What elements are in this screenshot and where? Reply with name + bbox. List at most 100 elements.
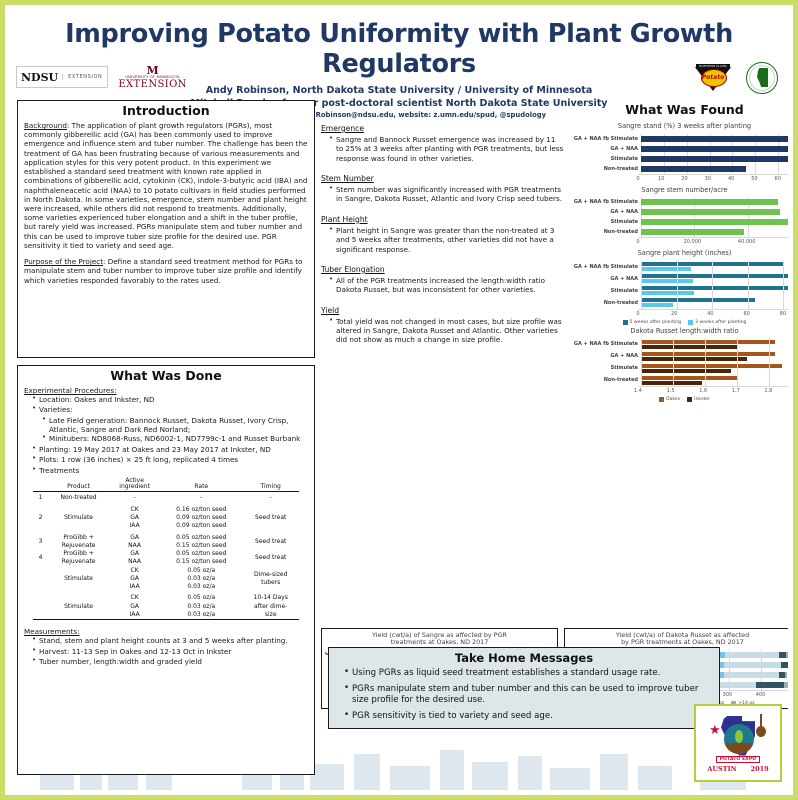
- author-line-1: Andy Robinson, North Dakota State Univer…: [205, 85, 593, 96]
- table-cell-num: 1: [38, 494, 43, 502]
- procedures-list: Location: Oakes and Inkster, ND Varietie…: [24, 394, 308, 415]
- list-item: PGRs manipulate stem and tuber number an…: [344, 683, 711, 706]
- table-cell-ai: CK GA IAA: [129, 594, 140, 618]
- legend-label: >14 oz: [738, 701, 754, 706]
- table-cell-product: Stimulate: [64, 602, 93, 610]
- gridline: [783, 296, 785, 309]
- potato-expo-logo: ★ POTATO EXPO AUSTIN 2019: [694, 704, 782, 782]
- chart-bar-cell: [641, 284, 788, 297]
- bar-segment: [724, 671, 780, 678]
- finding-heading: Stem Number: [321, 174, 374, 184]
- bar-segment: [724, 661, 781, 668]
- chart-plot-area: GA + NAA fb Stimulate GA + NAA Stimulate No…: [568, 197, 788, 238]
- chart-row: GA + NAA: [568, 207, 788, 218]
- chart-legend: 5 weeks after planting 3 weeks after plan…: [568, 319, 788, 325]
- legend-swatch: [622, 319, 628, 325]
- table-cell-rate: 0.05 oz/a 0.03 oz/a 0.03 oz/a: [187, 566, 216, 591]
- table-cell-rate: 0.16 oz/ton seed 0.09 oz/ton seed 0.09 oz/…: [176, 505, 227, 530]
- finding-heading: Tuber Elongation: [321, 264, 385, 274]
- table-cell-product: Non-treated: [60, 494, 97, 502]
- gridline: [673, 350, 674, 363]
- chart-category-label: Non-treated: [603, 377, 638, 384]
- gridline: [676, 260, 678, 273]
- left-column: Introduction Background: The application…: [17, 100, 315, 775]
- gridline: [673, 362, 674, 375]
- table-row: Stimulate CK GA IAA 0.05 oz/a 0.03 oz/a 0.03 o…: [33, 594, 300, 619]
- bar: [641, 219, 788, 226]
- list-item: Plant height in Sangre was greater than …: [329, 225, 564, 254]
- chart-category-label: Non-treated: [603, 299, 638, 306]
- background-text: : The application of plant growth regula…: [24, 121, 308, 250]
- gridline: [747, 296, 749, 309]
- chart-bar-cell: [641, 153, 788, 164]
- expo-year: 2019: [750, 764, 769, 773]
- chart-row: Stimulate: [568, 284, 788, 297]
- table-cell-timing: 10-14 Days after dime-size: [253, 594, 288, 618]
- expo-city: AUSTIN: [707, 764, 737, 773]
- grouped-bars: [641, 338, 788, 350]
- grouped-bars: [641, 350, 788, 362]
- guitar-icon: [755, 713, 767, 738]
- chart-row: Non-treated: [568, 227, 788, 238]
- treatments-table: Product Active ingredient Rate Timing 1 No…: [32, 477, 300, 622]
- author-line-2: Mitchell Bauske, former post-doctoral sc…: [190, 98, 608, 110]
- table-cell-rate: 0.05 oz/ton seed 0.15 oz/ton seed: [176, 533, 227, 549]
- bar: [641, 339, 776, 344]
- table-cell-num: 4: [38, 554, 43, 562]
- chart-category-label: Non-treated: [603, 229, 638, 236]
- bar: [641, 356, 747, 361]
- axis-tick-label: 1.8: [764, 388, 773, 395]
- gridline: [676, 272, 678, 285]
- finding-heading: Plant Height: [321, 214, 368, 224]
- chart-bar-cell: [641, 227, 788, 238]
- bar: [641, 380, 702, 385]
- gridline: [641, 338, 642, 351]
- gridline: [712, 296, 714, 309]
- gridline: [641, 260, 642, 273]
- legend-item: Inkster: [687, 397, 710, 403]
- ndsu-extension-text: EXTENSION: [62, 74, 107, 81]
- varieties-sublist: Late Field generation: Bannock Russet, D…: [38, 415, 308, 444]
- what-was-done-title: What Was Done: [110, 368, 222, 383]
- grouped-bars: [641, 297, 788, 309]
- gridline: [737, 362, 738, 375]
- table-cell-rate: 0.05 oz/ton seed 0.15 oz/ton seed: [176, 550, 227, 566]
- finding-heading: Emergence: [321, 124, 365, 133]
- chart-sangre-height: Sangre plant height (inches) GA + NAA fb …: [568, 250, 788, 325]
- chart-category-label: Stimulate: [610, 287, 638, 294]
- chart-row: GA + NAA: [568, 350, 788, 363]
- gridline: [769, 374, 770, 387]
- table-cell-product: ProGibb + Rejuvenate: [61, 550, 96, 566]
- gridline: [747, 284, 749, 297]
- axis-tick-label: 400: [755, 691, 766, 698]
- chart-bar-cell: [641, 296, 788, 309]
- gridline: [641, 272, 642, 285]
- bar-segment: [783, 681, 788, 688]
- finding-section: Tuber ElongationAll of the PGR treatment…: [321, 265, 564, 295]
- grouped-bars: [641, 273, 788, 285]
- finding-section: EmergenceSangre and Bannock Russet emerg…: [321, 124, 564, 163]
- bar: [641, 286, 788, 291]
- finding-heading: Yield: [321, 305, 340, 315]
- chart-title: Sangre plant height (inches): [637, 249, 732, 258]
- bar: [641, 344, 737, 349]
- measurements-list: Stand, stem and plant height counts at 3…: [24, 635, 308, 666]
- ndsu-extension-logo: NDSU EXTENSION: [16, 66, 109, 89]
- gridline: [641, 374, 642, 387]
- finding-section: Stem NumberStem number was significantly…: [321, 174, 564, 204]
- bar: [641, 351, 776, 356]
- axis-tick-label: 50: [751, 175, 758, 182]
- list-item: PGR sensitivity is tied to variety and s…: [344, 710, 711, 722]
- chart-bar-cell: [641, 350, 788, 363]
- chart-bar-cell: [641, 272, 788, 285]
- chart-category-label: GA + NAA: [610, 145, 638, 152]
- col-active-ingredient: Active ingredient: [108, 477, 161, 493]
- bar: [641, 267, 691, 272]
- axis-tick-label: 20,000: [683, 239, 702, 246]
- chart-row: GA + NAA fb Stimulate: [568, 338, 788, 351]
- table-cell-timing: Dime-sized tubers: [253, 570, 288, 586]
- legend-swatch: [659, 397, 664, 403]
- table-cell-ai: GA NAA: [128, 550, 142, 566]
- list-item: Location: Oakes and Inkster, ND: [32, 394, 308, 404]
